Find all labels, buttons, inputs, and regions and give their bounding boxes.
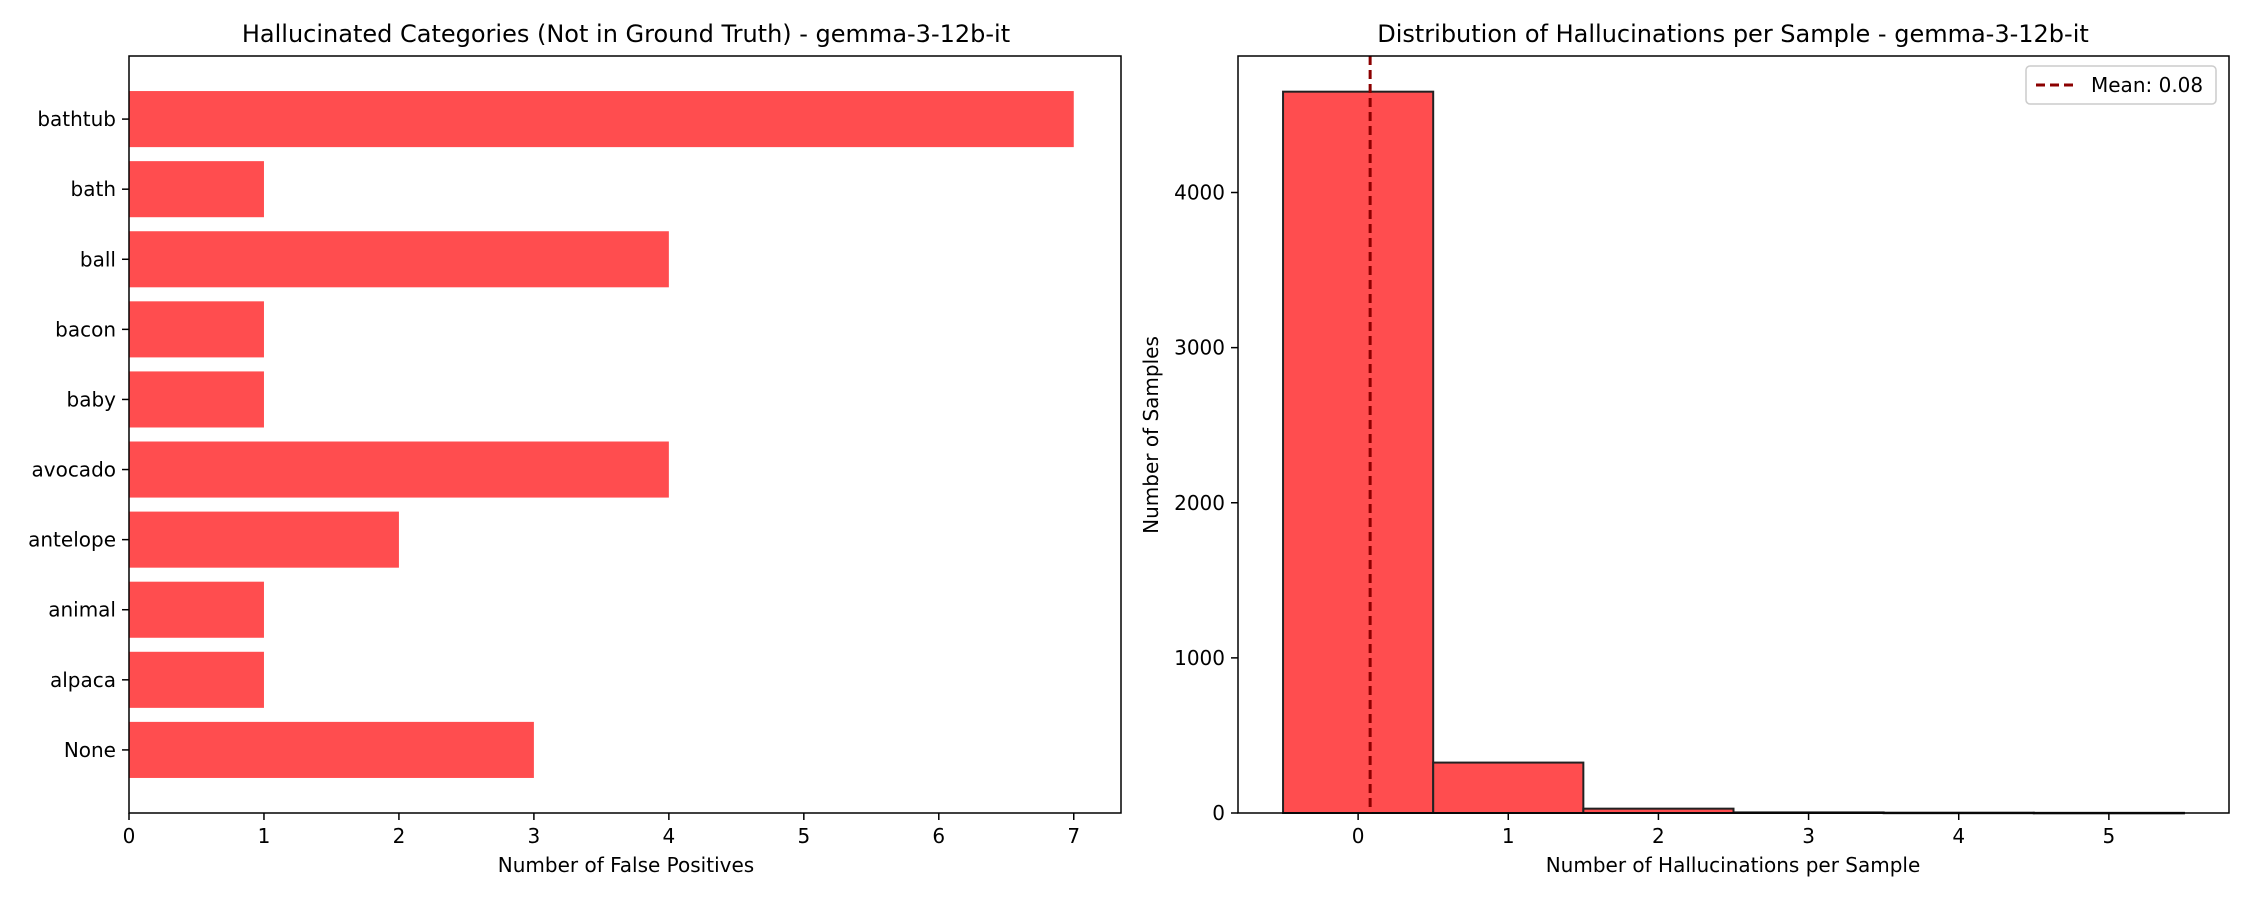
right-x-ticks: 0 1 2 3 4 5 xyxy=(1352,813,2115,848)
left-chart-title: Hallucinated Categories (Not in Ground T… xyxy=(242,20,1010,48)
x-tick-label: 4 xyxy=(662,824,675,848)
y-tick-label-none: None xyxy=(64,738,116,762)
y-tick-label: 3000 xyxy=(1174,336,1225,360)
bar-none xyxy=(129,721,534,778)
x-tick-label: 0 xyxy=(123,824,136,848)
bar-bathtub xyxy=(129,91,1074,148)
left-plot-frame xyxy=(128,55,1122,814)
y-tick-label: 2000 xyxy=(1174,491,1225,515)
hist-bin-0 xyxy=(1282,90,1435,814)
hist-bin-1 xyxy=(1432,761,1585,814)
bar-antelope xyxy=(129,511,399,568)
left-bars xyxy=(129,91,1074,778)
legend: Mean: 0.08 xyxy=(2025,65,2217,105)
x-tick-label: 3 xyxy=(528,824,541,848)
left-chart: Hallucinated Categories (Not in Ground T… xyxy=(28,20,1122,877)
right-plot-frame xyxy=(1237,55,2230,814)
y-tick-label-bath: bath xyxy=(71,177,116,201)
left-x-axis-label: Number of False Positives xyxy=(498,853,754,877)
left-x-ticks: 0 1 2 3 4 5 6 7 xyxy=(123,813,1080,848)
x-tick-label: 6 xyxy=(932,824,945,848)
x-tick-label: 5 xyxy=(797,824,810,848)
right-chart: Distribution of Hallucinations per Sampl… xyxy=(1139,20,2230,877)
right-y-ticks: 0 1000 2000 3000 4000 xyxy=(1174,181,1238,825)
bar-bacon xyxy=(129,301,264,358)
x-tick-label: 0 xyxy=(1352,824,1365,848)
right-x-axis-label: Number of Hallucinations per Sample xyxy=(1546,853,1921,877)
right-bars xyxy=(1282,90,2185,815)
x-tick-label: 3 xyxy=(1802,824,1815,848)
right-y-axis-label: Number of Samples xyxy=(1139,336,1163,534)
y-tick-label: 4000 xyxy=(1174,181,1225,205)
bar-avocado xyxy=(129,441,669,498)
bar-alpaca xyxy=(129,651,264,708)
y-tick-label-baby: baby xyxy=(67,387,117,411)
y-tick-label: 0 xyxy=(1212,801,1225,825)
x-tick-label: 1 xyxy=(1502,824,1515,848)
x-tick-label: 4 xyxy=(1952,824,1965,848)
left-y-ticks: bathtub bath ball bacon baby avocado antelope a… xyxy=(28,107,129,762)
y-tick-label: 1000 xyxy=(1174,646,1225,670)
x-tick-label: 2 xyxy=(393,824,406,848)
y-tick-label-bathtub: bathtub xyxy=(37,107,116,131)
right-chart-title: Distribution of Hallucinations per Sampl… xyxy=(1377,20,2089,48)
y-tick-label-antelope: antelope xyxy=(28,528,116,552)
y-tick-label-alpaca: alpaca xyxy=(50,668,116,692)
x-tick-label: 5 xyxy=(2103,824,2116,848)
y-tick-label-ball: ball xyxy=(80,247,116,271)
x-tick-label: 7 xyxy=(1067,824,1080,848)
bar-animal xyxy=(129,581,264,638)
y-tick-label-avocado: avocado xyxy=(31,458,116,482)
x-tick-label: 1 xyxy=(258,824,271,848)
x-tick-label: 2 xyxy=(1652,824,1665,848)
bar-bath xyxy=(129,161,264,218)
bar-baby xyxy=(129,371,264,428)
y-tick-label-animal: animal xyxy=(48,598,116,622)
legend-mean-label: Mean: 0.08 xyxy=(2091,73,2203,97)
legend-box xyxy=(2025,65,2217,105)
y-tick-label-bacon: bacon xyxy=(55,317,116,341)
bar-ball xyxy=(129,231,669,288)
